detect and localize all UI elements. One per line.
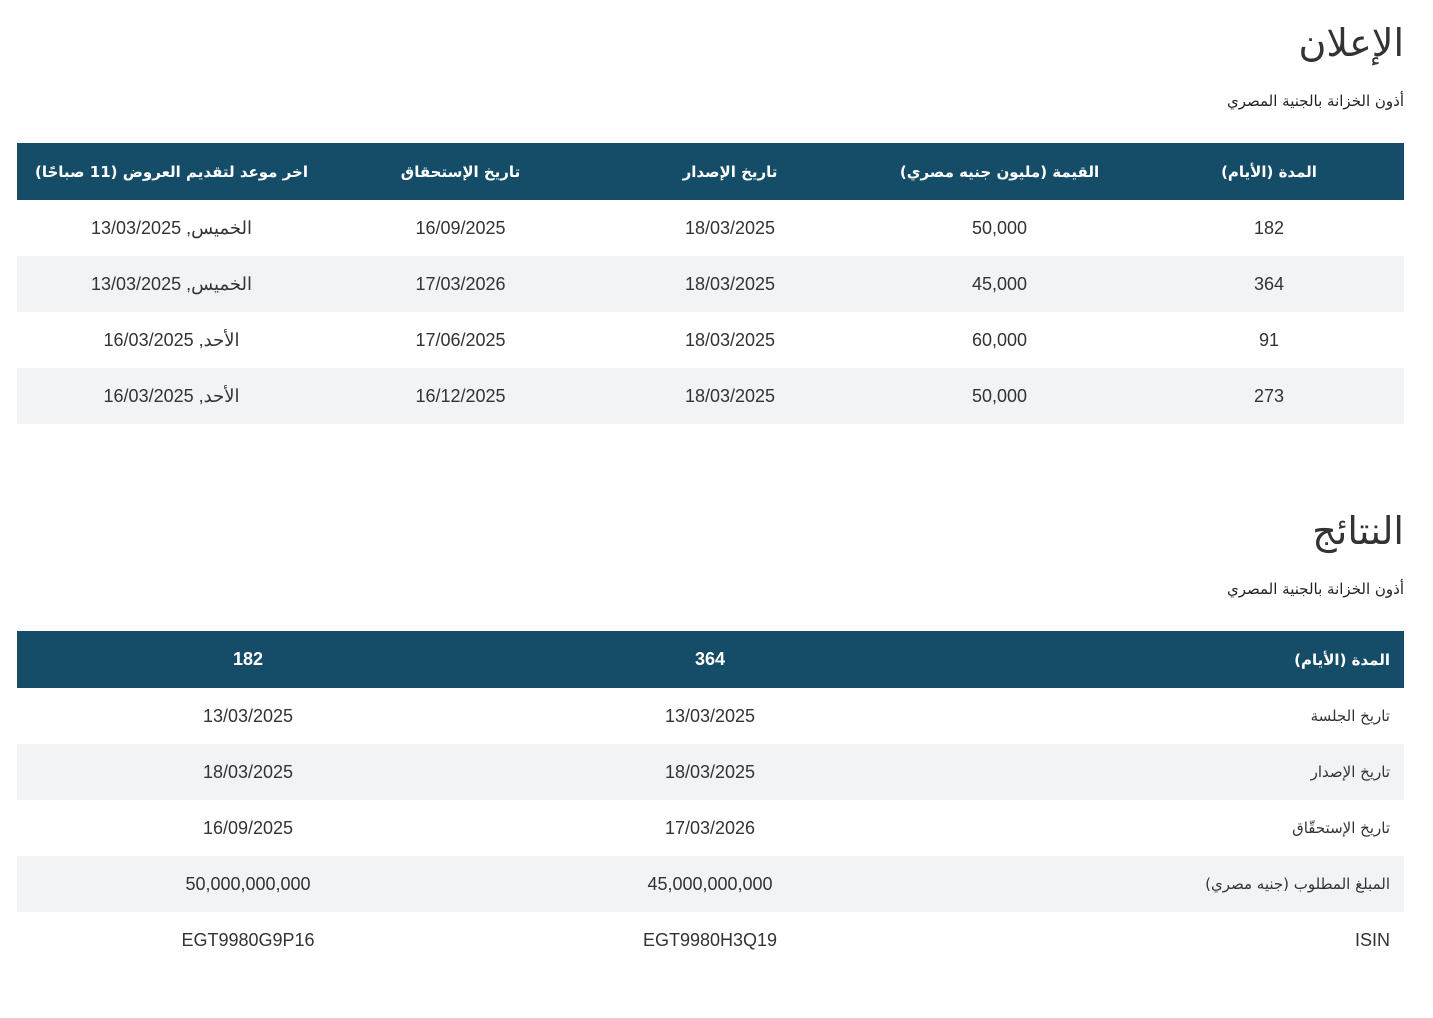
header-deadline: اخر موعد لتقديم العروض (11 صباحًا)	[35, 162, 308, 181]
cell-issue-date: 18/03/2025	[684, 217, 776, 238]
cell-value: 18/03/2025	[664, 761, 756, 782]
table-row: المبلغ المطلوب (جنيه مصري) 45,000,000,00…	[17, 856, 1404, 912]
table-row: ISIN EGT9980H3Q19 EGT9980G9P16	[17, 912, 1404, 968]
cell-value: EGT9980H3Q19	[642, 929, 778, 950]
results-header-row: المدة (الأيام) 364 182	[17, 631, 1404, 688]
cell-value: 17/03/2026	[664, 817, 756, 838]
cell-value: 18/03/2025	[202, 761, 294, 782]
header-maturity-date: تاريخ الإستحقاق	[400, 162, 521, 181]
cell-issue-date: 18/03/2025	[684, 273, 776, 294]
results-subtitle: أذون الخزانة بالجنية المصري	[1226, 580, 1404, 598]
cell-tenor: 364	[1253, 273, 1285, 294]
cell-issue-date: 18/03/2025	[684, 385, 776, 406]
cell-tenor: 182	[1253, 217, 1285, 238]
table-row: 91 60,000 18/03/2025 17/06/2025 الأحد, 1…	[17, 312, 1404, 368]
table-row: تاريخ الجلسة 13/03/2025 13/03/2025	[17, 688, 1404, 744]
cell-issue-date: 18/03/2025	[684, 329, 776, 350]
header-tenor: المدة (الأيام)	[1221, 162, 1317, 181]
cell-value: 50,000,000,000	[185, 873, 311, 894]
cell-value: EGT9980G9P16	[181, 929, 315, 950]
row-label: تاريخ الإصدار	[1310, 763, 1390, 781]
announcement-subtitle: أذون الخزانة بالجنية المصري	[1226, 92, 1404, 110]
announcement-title: الإعلان	[1298, 21, 1404, 65]
header-issue-date: تاريخ الإصدار	[682, 162, 778, 181]
cell-deadline: الأحد, 16/03/2025	[103, 329, 240, 350]
row-label: تاريخ الإستحقّاق	[1292, 819, 1390, 837]
cell-amount: 60,000	[971, 329, 1028, 350]
row-label-isin: ISIN	[1354, 929, 1390, 950]
header-amount: القيمة (مليون جنيه مصري)	[899, 162, 1100, 181]
results-title: النتائج	[1312, 509, 1404, 553]
cell-value: 45,000,000,000	[647, 873, 773, 894]
header-tenor-182: 182	[232, 649, 264, 669]
cell-deadline: الخميس, 13/03/2025	[91, 217, 252, 238]
table-row: تاريخ الإصدار 18/03/2025 18/03/2025	[17, 744, 1404, 800]
cell-amount: 45,000	[971, 273, 1028, 294]
cell-value: 13/03/2025	[664, 705, 756, 726]
cell-maturity-date: 17/03/2026	[415, 273, 506, 294]
header-tenor-label: المدة (الأيام)	[1294, 650, 1390, 669]
table-row: 273 50,000 18/03/2025 16/12/2025 الأحد, …	[17, 368, 1404, 424]
table-row: تاريخ الإستحقّاق 17/03/2026 16/09/2025	[17, 800, 1404, 856]
row-label: تاريخ الجلسة	[1310, 707, 1390, 725]
cell-maturity-date: 17/06/2025	[415, 329, 506, 350]
cell-deadline: الأحد, 16/03/2025	[103, 385, 240, 406]
cell-amount: 50,000	[971, 385, 1028, 406]
cell-amount: 50,000	[971, 217, 1028, 238]
cell-deadline: الخميس, 13/03/2025	[91, 273, 252, 294]
cell-value: 16/09/2025	[202, 817, 294, 838]
cell-tenor: 91	[1258, 329, 1280, 350]
header-tenor-364: 364	[694, 649, 726, 669]
cell-maturity-date: 16/12/2025	[415, 385, 506, 406]
table-row: 364 45,000 18/03/2025 17/03/2026 الخميس,…	[17, 256, 1404, 312]
cell-tenor: 273	[1253, 385, 1285, 406]
table-row: 182 50,000 18/03/2025 16/09/2025 الخميس,…	[17, 200, 1404, 256]
row-label: المبلغ المطلوب (جنيه مصري)	[1205, 875, 1390, 893]
announcement-section: الإعلان أذون الخزانة بالجنية المصري المد…	[17, 18, 1404, 424]
results-section: النتائج أذون الخزانة بالجنية المصري المد…	[17, 506, 1404, 968]
results-table: المدة (الأيام) 364 182 تاريخ الجلسة 13/0…	[17, 631, 1404, 968]
cell-value: 13/03/2025	[202, 705, 294, 726]
cell-maturity-date: 16/09/2025	[415, 217, 506, 238]
announcement-table: المدة (الأيام) القيمة (مليون جنيه مصري) …	[17, 143, 1404, 424]
announcement-header-row: المدة (الأيام) القيمة (مليون جنيه مصري) …	[17, 143, 1404, 200]
